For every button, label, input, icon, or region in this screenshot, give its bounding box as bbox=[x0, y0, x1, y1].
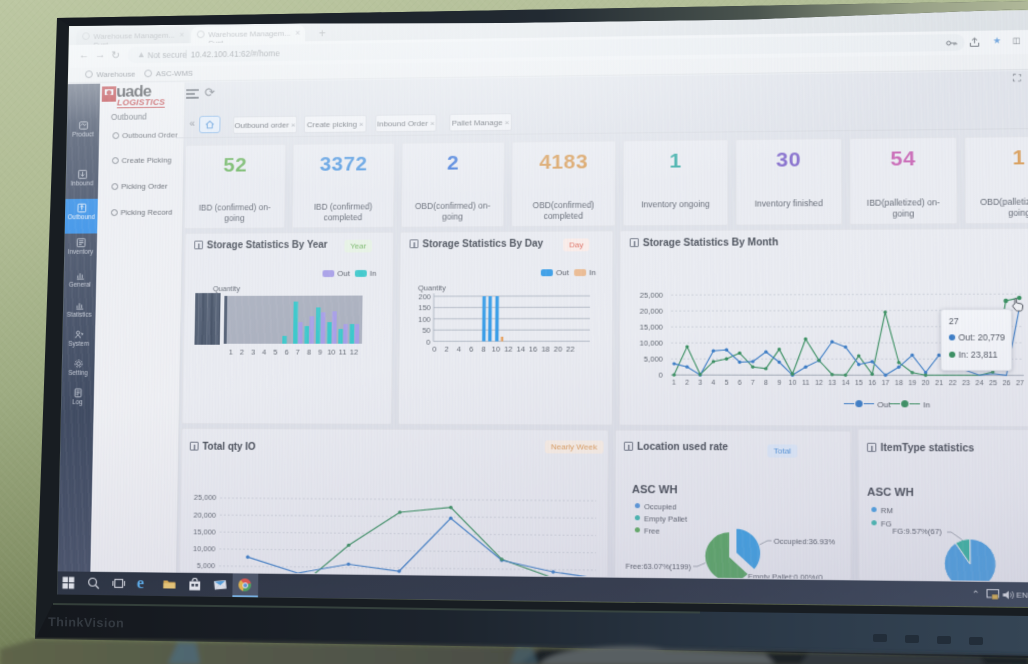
svg-text:2: 2 bbox=[685, 379, 689, 386]
svg-text:6: 6 bbox=[469, 345, 473, 352]
svg-text:0: 0 bbox=[659, 371, 663, 379]
svg-text:8: 8 bbox=[764, 379, 768, 386]
svg-text:8: 8 bbox=[481, 345, 485, 352]
svg-text:14: 14 bbox=[516, 345, 524, 352]
svg-text:10: 10 bbox=[789, 380, 797, 387]
svg-text:Occupied:36.93%: Occupied:36.93% bbox=[774, 537, 836, 546]
svg-text:12: 12 bbox=[350, 348, 358, 356]
svg-text:1: 1 bbox=[229, 348, 233, 356]
svg-text:FG:9.57%(67): FG:9.57%(67) bbox=[892, 527, 942, 536]
svg-text:Free:63.07%(1199): Free:63.07%(1199) bbox=[625, 562, 691, 571]
svg-text:10,000: 10,000 bbox=[640, 339, 663, 347]
svg-text:7: 7 bbox=[751, 379, 755, 386]
svg-text:2: 2 bbox=[444, 345, 448, 352]
svg-text:50: 50 bbox=[422, 327, 430, 335]
svg-text:26: 26 bbox=[1002, 380, 1010, 388]
svg-text:6: 6 bbox=[738, 379, 742, 386]
svg-text:12: 12 bbox=[815, 380, 823, 387]
svg-text:10: 10 bbox=[327, 348, 335, 356]
svg-text:20,000: 20,000 bbox=[640, 307, 663, 315]
svg-text:2: 2 bbox=[240, 348, 244, 356]
svg-text:150: 150 bbox=[418, 304, 431, 312]
svg-text:25,000: 25,000 bbox=[194, 494, 217, 502]
svg-text:5,000: 5,000 bbox=[197, 562, 216, 571]
svg-text:1: 1 bbox=[672, 379, 676, 386]
svg-text:20,000: 20,000 bbox=[194, 511, 217, 520]
svg-text:5: 5 bbox=[725, 379, 729, 386]
svg-text:15: 15 bbox=[855, 380, 863, 387]
svg-text:3: 3 bbox=[698, 379, 702, 386]
svg-text:22: 22 bbox=[949, 380, 957, 388]
svg-text:24: 24 bbox=[976, 380, 984, 388]
svg-text:9: 9 bbox=[777, 380, 781, 387]
svg-text:15,000: 15,000 bbox=[640, 323, 663, 331]
svg-text:5,000: 5,000 bbox=[644, 355, 663, 363]
svg-text:10: 10 bbox=[492, 345, 500, 352]
svg-text:0: 0 bbox=[432, 345, 436, 352]
svg-text:0: 0 bbox=[426, 338, 430, 346]
svg-text:21: 21 bbox=[935, 380, 943, 388]
svg-text:25,000: 25,000 bbox=[640, 291, 663, 299]
svg-text:10,000: 10,000 bbox=[193, 545, 216, 554]
svg-text:11: 11 bbox=[339, 348, 347, 356]
svg-text:20: 20 bbox=[554, 345, 563, 352]
svg-text:9: 9 bbox=[318, 348, 322, 356]
svg-text:18: 18 bbox=[541, 345, 549, 352]
svg-text:200: 200 bbox=[418, 293, 431, 301]
svg-text:6: 6 bbox=[284, 348, 288, 356]
svg-text:15,000: 15,000 bbox=[193, 528, 216, 537]
svg-text:13: 13 bbox=[828, 380, 836, 387]
svg-text:22: 22 bbox=[566, 345, 575, 352]
svg-text:17: 17 bbox=[882, 380, 890, 387]
svg-text:4: 4 bbox=[457, 345, 461, 352]
svg-text:4: 4 bbox=[262, 348, 266, 356]
svg-text:19: 19 bbox=[908, 380, 916, 388]
svg-text:11: 11 bbox=[802, 380, 810, 387]
svg-text:14: 14 bbox=[842, 380, 850, 387]
svg-text:8: 8 bbox=[307, 348, 311, 356]
svg-text:27: 27 bbox=[1016, 380, 1025, 388]
svg-text:3: 3 bbox=[251, 348, 255, 356]
svg-text:16: 16 bbox=[868, 380, 876, 387]
svg-text:100: 100 bbox=[418, 316, 431, 324]
svg-text:12: 12 bbox=[504, 345, 512, 352]
svg-text:16: 16 bbox=[529, 345, 537, 352]
svg-text:25: 25 bbox=[989, 380, 997, 388]
svg-text:23: 23 bbox=[962, 380, 970, 388]
svg-text:18: 18 bbox=[895, 380, 903, 387]
svg-text:20: 20 bbox=[922, 380, 930, 388]
svg-text:7: 7 bbox=[296, 348, 300, 356]
svg-text:4: 4 bbox=[711, 379, 715, 386]
svg-text:5: 5 bbox=[273, 348, 277, 356]
